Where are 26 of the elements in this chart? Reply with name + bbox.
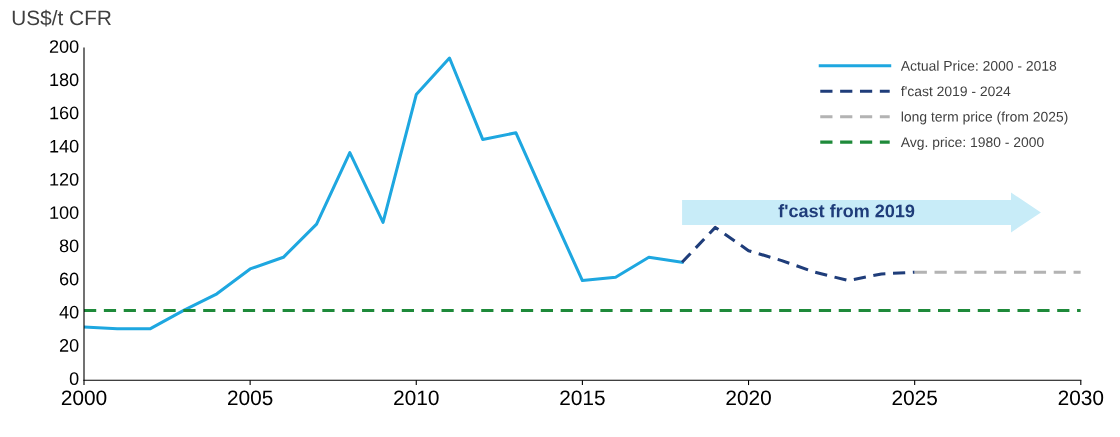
x-tick-label: 2015 [560,390,605,406]
legend-label: f'cast 2019 - 2024 [901,86,1011,97]
x-tick-label: 2005 [228,390,273,406]
y-tick-label: 100 [50,206,79,219]
y-tick-label: 140 [50,139,79,153]
legend-label: long term price (from 2025) [901,111,1068,125]
x-tick-label: 2010 [394,390,439,406]
x-tick-label: 2030 [1058,390,1104,406]
y-tick-label: 40 [59,305,79,319]
y-tick-label: 180 [50,73,79,87]
y-axis-title: US$/t CFR [12,9,111,27]
y-tick-label: 20 [59,339,79,352]
y-tick-label: 60 [59,272,79,286]
line-series [84,56,684,331]
y-tick-label: 80 [59,239,79,253]
line-series [680,225,917,283]
legend-label: Actual Price: 2000 - 2018 [900,60,1057,71]
y-tick-label: 160 [50,106,79,120]
annotation: f'cast from 2019 [778,204,915,218]
y-tick-label: 200 [49,40,79,53]
y-tick-label: 0 [69,372,79,386]
x-tick-label: 2000 [61,390,107,406]
legend-label: Avg. price: 1980 - 2000 [900,136,1044,150]
x-tick-label: 2020 [726,390,771,406]
y-tick-label: 120 [50,172,79,186]
x-tick-label: 2025 [892,390,937,406]
